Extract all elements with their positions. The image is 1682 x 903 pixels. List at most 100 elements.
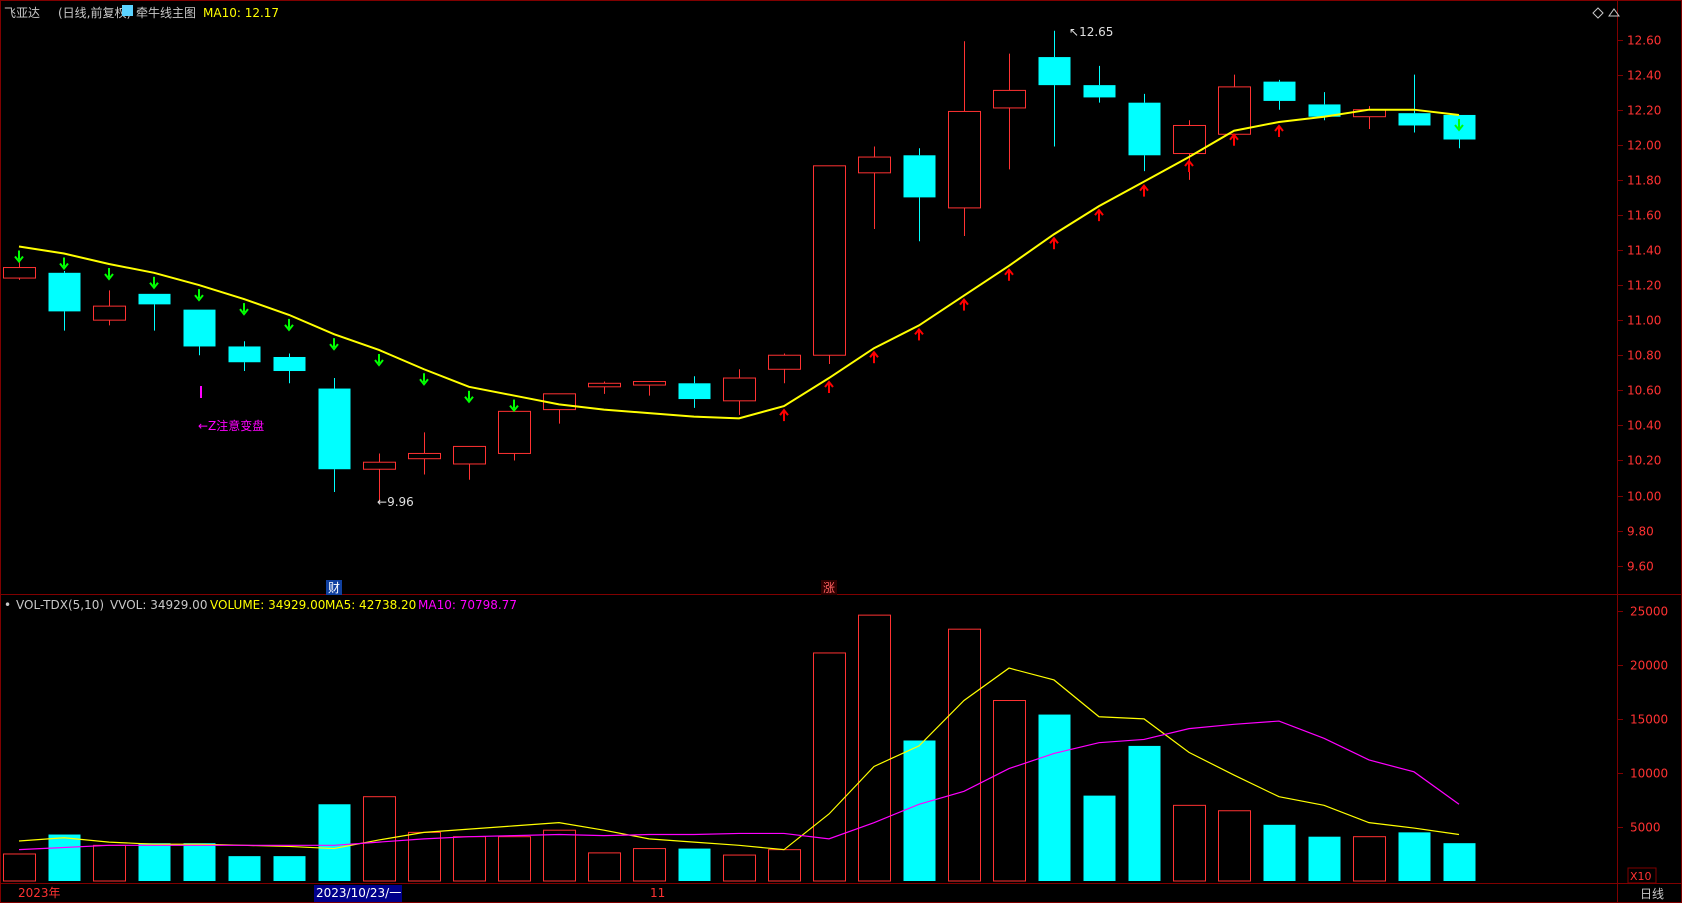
- volume-bar[interactable]: [93, 844, 126, 882]
- volume-bar[interactable]: [318, 804, 351, 881]
- candle[interactable]: [1398, 74, 1431, 133]
- candle[interactable]: [1218, 74, 1251, 140]
- change-note: ←Z注意变盘: [198, 418, 264, 433]
- vvol-readout: VVOL: 34929.00: [110, 598, 207, 612]
- low-value: 9.96: [387, 495, 414, 509]
- candle[interactable]: [408, 432, 441, 475]
- candle[interactable]: [1263, 79, 1296, 110]
- volume-bar[interactable]: [768, 849, 801, 882]
- volume-bar[interactable]: [1443, 843, 1476, 881]
- candle[interactable]: [1083, 65, 1116, 103]
- candle[interactable]: [543, 393, 576, 424]
- candle[interactable]: [768, 353, 801, 384]
- rise-marker[interactable]: 涨: [823, 580, 835, 595]
- candle-body: [813, 165, 846, 356]
- volume-bar[interactable]: [1218, 810, 1251, 882]
- volume-bar[interactable]: [228, 856, 261, 881]
- volume-bar[interactable]: [453, 836, 486, 882]
- buy-signal-arrow: [959, 297, 969, 311]
- candle[interactable]: [498, 410, 531, 461]
- volume-bar[interactable]: [363, 796, 396, 882]
- candle[interactable]: [993, 53, 1026, 170]
- arrow-head: [104, 273, 114, 281]
- candle[interactable]: [93, 290, 126, 326]
- indicator-name[interactable]: 牵牛线主图: [136, 5, 196, 20]
- volume-bar[interactable]: [1128, 745, 1161, 881]
- candle[interactable]: [1128, 93, 1161, 172]
- arrow-head: [1274, 124, 1284, 132]
- volume-bar[interactable]: [1398, 832, 1431, 881]
- sell-signal-arrow: [239, 303, 249, 316]
- candle-body: [48, 272, 81, 312]
- candle[interactable]: [1173, 120, 1206, 180]
- volume-bar[interactable]: [1038, 714, 1071, 881]
- volume-bar[interactable]: [1083, 795, 1116, 881]
- volume-bar[interactable]: [588, 852, 621, 882]
- volume-bar[interactable]: [498, 836, 531, 882]
- volume-bar[interactable]: [813, 652, 846, 882]
- volume-bar[interactable]: [858, 614, 891, 882]
- candle[interactable]: [228, 341, 261, 372]
- candle[interactable]: [453, 445, 486, 480]
- candle[interactable]: [48, 271, 81, 331]
- volume-bar[interactable]: [1263, 824, 1296, 881]
- volume-bar[interactable]: [723, 854, 756, 882]
- volume-tick-label: 5000: [1630, 821, 1661, 835]
- candle[interactable]: [723, 369, 756, 415]
- volume-bar[interactable]: [678, 848, 711, 881]
- candle[interactable]: [1308, 92, 1341, 121]
- volume-bar[interactable]: [543, 829, 576, 882]
- candle[interactable]: [138, 293, 171, 331]
- volume-bar[interactable]: [48, 834, 81, 881]
- candle[interactable]: [588, 381, 621, 394]
- candle[interactable]: [903, 148, 936, 242]
- month-label: 11: [650, 886, 665, 900]
- candle[interactable]: [633, 381, 666, 396]
- candle-body: [3, 267, 36, 279]
- buy-signal-arrow: [869, 350, 879, 364]
- candle[interactable]: [813, 165, 846, 364]
- arrow-head: [464, 396, 474, 404]
- x10-label[interactable]: X10: [1630, 870, 1652, 883]
- candle-body: [1398, 113, 1431, 126]
- volume-bar[interactable]: [273, 856, 306, 881]
- candle[interactable]: [1038, 30, 1071, 147]
- buy-signal-arrow: [1184, 159, 1194, 173]
- price-tick-label: 9.60: [1627, 560, 1654, 574]
- volume-bar[interactable]: [633, 848, 666, 882]
- price-tick-label: 12.60: [1627, 34, 1661, 48]
- volume-bar[interactable]: [1173, 804, 1206, 882]
- finance-marker-bg[interactable]: [326, 580, 342, 595]
- x10-box[interactable]: [1627, 867, 1657, 884]
- volume-bar[interactable]: [138, 843, 171, 881]
- period-tab[interactable]: 日线: [1640, 887, 1664, 901]
- volume-bar[interactable]: [903, 740, 936, 882]
- candle[interactable]: [858, 146, 891, 229]
- arrow-head: [374, 359, 384, 367]
- candle[interactable]: [948, 41, 981, 236]
- indicator-icon[interactable]: [122, 5, 133, 16]
- year-label: 2023年: [18, 886, 61, 900]
- volume-bar[interactable]: [948, 628, 981, 882]
- candle[interactable]: [183, 309, 216, 356]
- volume-bar[interactable]: [993, 700, 1026, 882]
- vol-menu-icon[interactable]: •: [4, 598, 11, 612]
- volume-bar[interactable]: [1308, 836, 1341, 881]
- candle[interactable]: [318, 378, 351, 493]
- candle[interactable]: [363, 453, 396, 503]
- volume-bar[interactable]: [183, 843, 216, 881]
- arrow-head: [419, 378, 429, 386]
- candle[interactable]: [3, 262, 36, 280]
- volume-bar[interactable]: [3, 853, 36, 882]
- candle[interactable]: [678, 376, 711, 408]
- finance-marker[interactable]: 财: [328, 581, 340, 595]
- diamond-icon[interactable]: [1592, 7, 1604, 19]
- arrow-head: [284, 324, 294, 332]
- candle[interactable]: [273, 353, 306, 384]
- collapse-icon[interactable]: [1608, 8, 1620, 17]
- vol-indicator-name[interactable]: VOL-TDX(5,10): [16, 598, 104, 612]
- rise-marker-bg[interactable]: [821, 580, 837, 595]
- volume-bar[interactable]: [408, 831, 441, 882]
- volume-bar[interactable]: [1353, 836, 1386, 882]
